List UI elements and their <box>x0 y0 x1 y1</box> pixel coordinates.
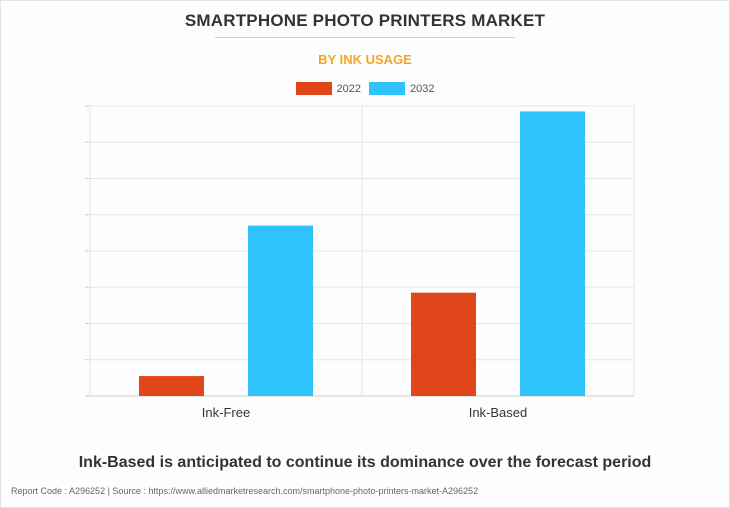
bar-2022-ink-based <box>411 292 476 396</box>
x-tick-label: Ink-Based <box>469 405 528 420</box>
legend-label-2022: 2022 <box>336 82 361 95</box>
chart-legend: 2022 2032 <box>0 82 730 95</box>
bar-2032-ink-based <box>520 111 585 396</box>
legend-swatch-2022 <box>295 82 332 95</box>
bar-2022-ink-free <box>139 376 204 396</box>
x-tick-label: Ink-Free <box>202 405 250 420</box>
chart-footnote: Ink-Based is anticipated to continue its… <box>78 454 652 471</box>
source-note: Report Code : A296252 | Source : https:/… <box>11 486 479 496</box>
legend-label-2032: 2032 <box>410 82 435 95</box>
chart-subtitle: BY INK USAGE <box>318 52 412 67</box>
title-divider <box>215 37 515 38</box>
bar-2032-ink-free <box>248 225 313 396</box>
legend-item-2032[interactable]: 2032 <box>369 82 434 95</box>
legend-item-2022[interactable]: 2022 <box>295 82 361 95</box>
legend-swatch-2032 <box>369 82 405 95</box>
chart-title: SMARTPHONE PHOTO PRINTERS MARKET <box>184 11 546 30</box>
